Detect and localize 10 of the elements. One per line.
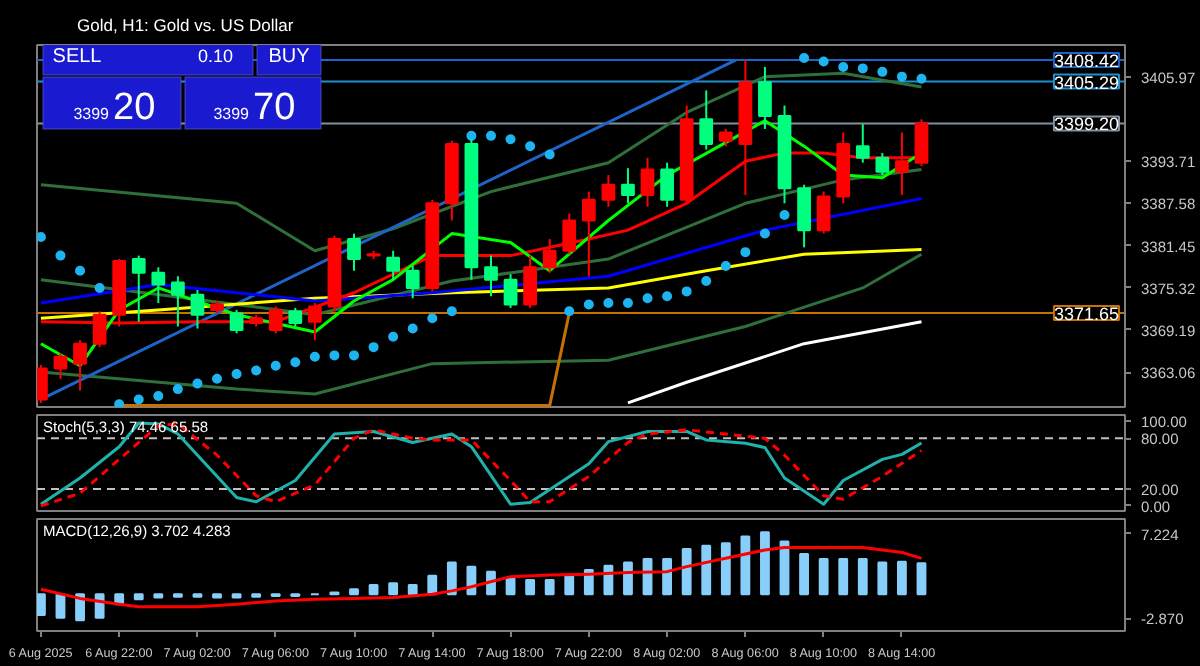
annotation: 3399 <box>73 105 111 123</box>
annotation: SELL <box>52 46 103 68</box>
annotation: 70 <box>253 87 296 129</box>
chart-title: Gold, H1: Gold vs. US Dollar <box>77 15 294 35</box>
annotation: 0.10 <box>197 46 234 66</box>
annotation: 3399 <box>213 105 251 123</box>
ref-line-label: 3405.29 <box>1053 72 1120 93</box>
ref-line-label: 3408.42 <box>1053 51 1120 71</box>
annotation: BUY <box>268 46 311 68</box>
annotation: 20 <box>113 87 156 129</box>
